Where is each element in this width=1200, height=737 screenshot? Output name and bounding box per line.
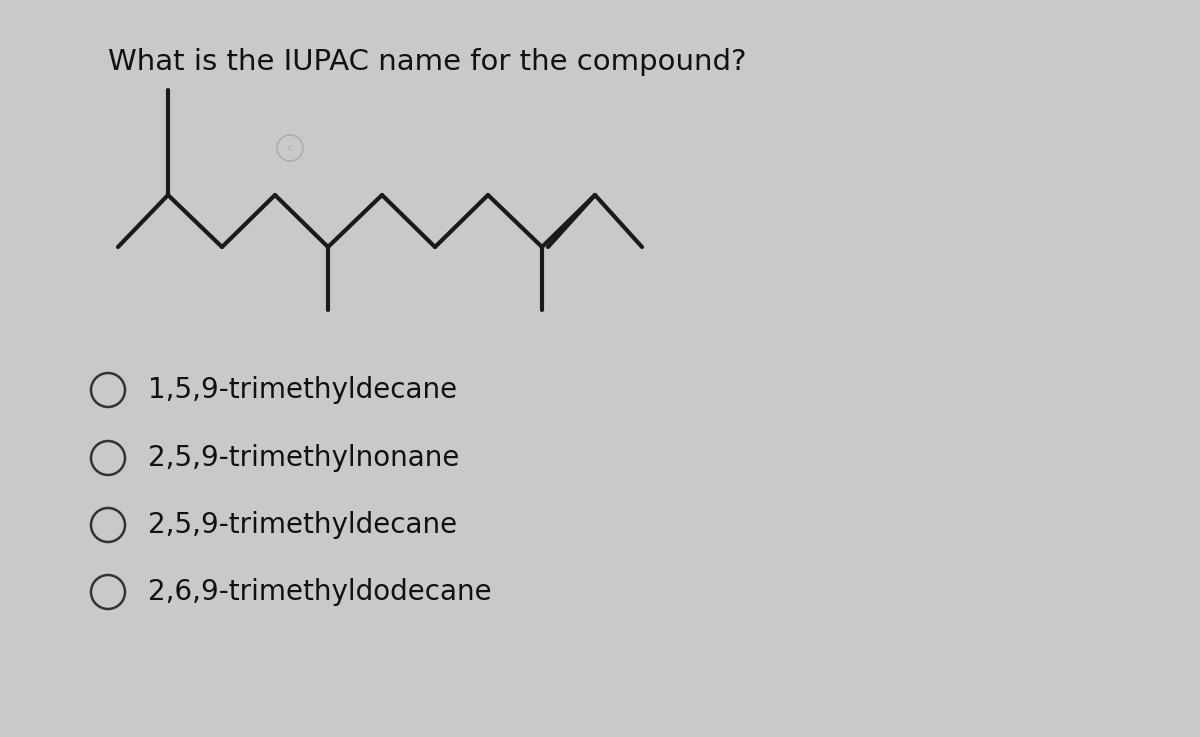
Text: 1,5,9-trimethyldecane: 1,5,9-trimethyldecane <box>148 376 457 404</box>
Text: What is the IUPAC name for the compound?: What is the IUPAC name for the compound? <box>108 48 746 76</box>
Text: 2,5,9-trimethylnonane: 2,5,9-trimethylnonane <box>148 444 460 472</box>
Text: c: c <box>288 144 293 153</box>
Text: 2,5,9-trimethyldecane: 2,5,9-trimethyldecane <box>148 511 457 539</box>
Text: 2,6,9-trimethyldodecane: 2,6,9-trimethyldodecane <box>148 578 492 606</box>
